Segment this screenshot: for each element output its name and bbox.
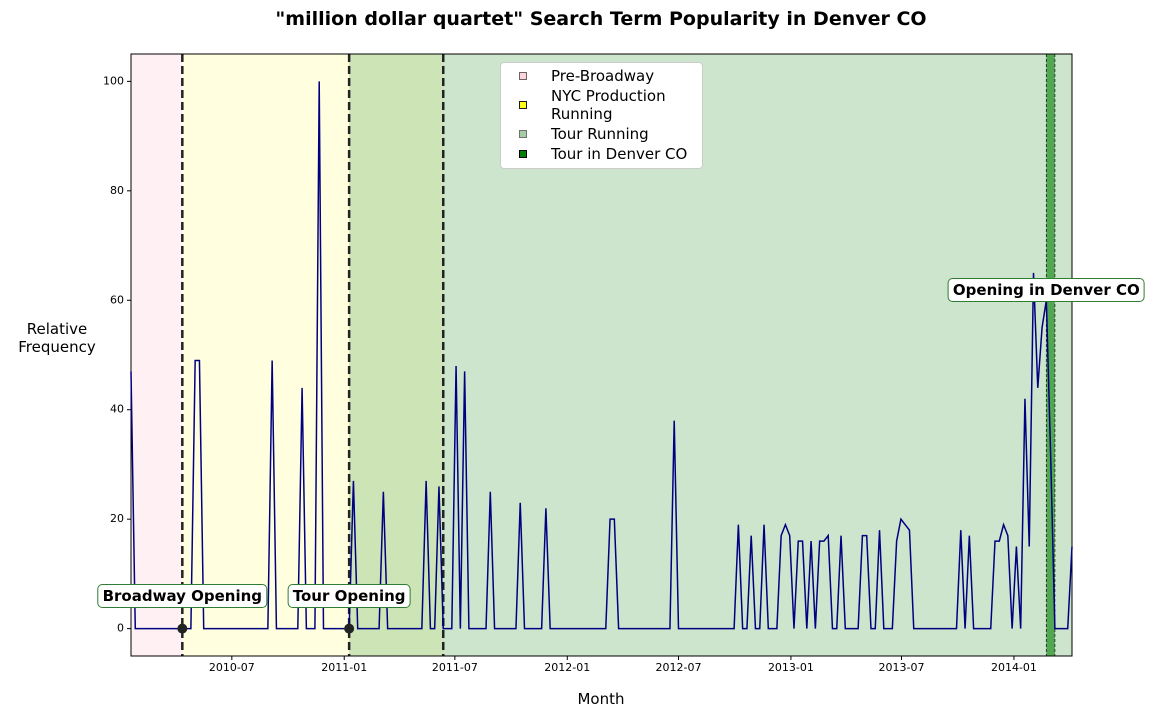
event-marker [177,623,188,634]
y-tick-label: 40 [110,403,124,416]
period-region [349,54,1073,656]
legend-marker [519,130,527,138]
x-tick-label: 2012-01 [544,661,590,674]
legend-marker [519,101,527,109]
y-tick-label: 60 [110,293,124,306]
x-axis-label: Month [577,690,625,708]
plot-frame [130,53,1073,657]
legend-entry: NYC Production Running [501,86,702,124]
legend-marker [519,72,527,80]
period-region [182,54,444,656]
legend-entry: Pre-Broadway [501,66,702,86]
annotation: Tour Opening [287,584,411,608]
y-tick-label: 20 [110,512,124,525]
x-tick-label: 2012-07 [656,661,702,674]
legend-entry: Tour Running [501,124,702,144]
annotation: Opening in Denver CO [947,278,1145,302]
x-tick-label: 2013-01 [768,661,814,674]
y-tick-label: 100 [103,74,124,87]
x-tick-label: 2011-07 [432,661,478,674]
legend-entry: Tour in Denver CO [501,144,702,164]
chart-title: "million dollar quartet" Search Term Pop… [275,8,927,30]
legend-label: Tour Running [551,125,649,143]
y-tick-label: 0 [117,622,124,635]
x-tick-label: 2010-07 [209,661,255,674]
legend-label: Tour in Denver CO [551,145,688,163]
x-tick-label: 2011-01 [321,661,367,674]
y-axis-label: Relative Frequency [18,320,96,356]
x-tick-label: 2013-07 [879,661,925,674]
legend-label: Pre-Broadway [551,67,655,85]
legend-marker [519,150,527,158]
annotation: Broadway Opening [97,584,268,608]
y-tick-label: 80 [110,184,124,197]
x-tick-label: 2014-01 [991,661,1037,674]
period-region [131,54,183,656]
legend-label: NYC Production Running [551,87,666,123]
legend: Pre-Broadway NYC Production Running Tour R… [500,62,703,169]
event-marker [344,623,355,634]
period-region [1046,54,1055,656]
